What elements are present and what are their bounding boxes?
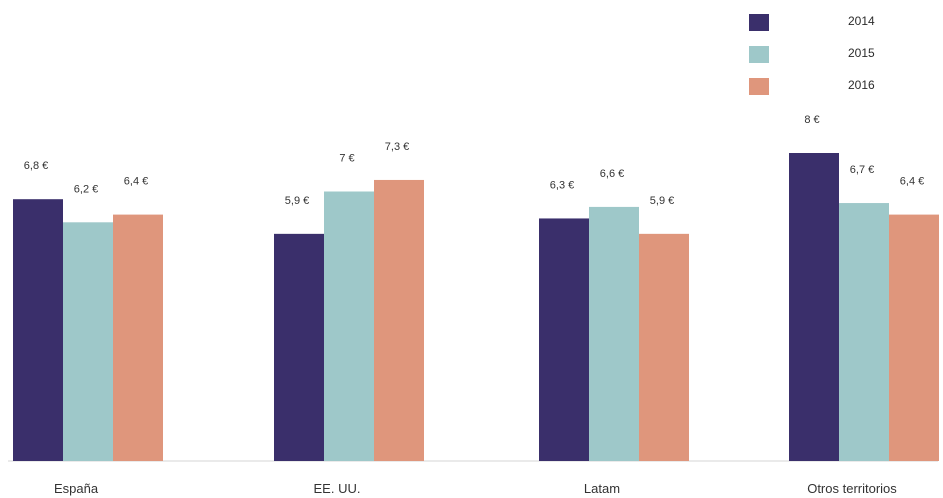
data-label-ee-uu-2014: 5,9 € (285, 195, 309, 207)
category-label-ee-uu: EE. UU. (314, 481, 361, 496)
category-label-espana: España (54, 481, 99, 496)
data-label-latam-2014: 6,3 € (550, 179, 574, 191)
bar-latam-2016 (639, 233, 689, 461)
bar-latam-2015 (589, 206, 639, 461)
bar-otros-territorios-2014 (789, 153, 839, 461)
data-label-otros-territorios-2014: 8 € (804, 114, 819, 126)
data-labels-group: 6,8 € 6,2 € 6,4 € 5,9 € 7 € 7,3 € 6,3 € 6,6 € 5,… (24, 114, 924, 207)
bar-latam-2014 (539, 218, 589, 461)
data-label-latam-2015: 6,6 € (600, 168, 624, 180)
data-label-espana-2014: 6,8 € (24, 160, 48, 172)
legend-label-2016: 2016 (848, 78, 875, 92)
category-label-latam: Latam (584, 481, 620, 496)
bar-ee-uu-2016 (374, 179, 424, 461)
data-label-ee-uu-2016: 7,3 € (385, 141, 409, 153)
legend-label-2014: 2014 (848, 14, 875, 28)
bar-otros-territorios-2016 (889, 214, 939, 461)
category-labels-group: España EE. UU. Latam Otros territorios (54, 481, 897, 496)
bar-espana-2016 (113, 214, 163, 461)
legend-swatch-2016 (749, 78, 769, 95)
legend-swatch-2015 (749, 46, 769, 63)
category-label-otros-territorios: Otros territorios (807, 481, 897, 496)
legend-swatch-2014 (749, 14, 769, 31)
bar-ee-uu-2014 (274, 233, 324, 461)
legend-label-2015: 2015 (848, 46, 875, 60)
bars-group (13, 153, 939, 462)
data-label-latam-2016: 5,9 € (650, 195, 674, 207)
data-label-ee-uu-2015: 7 € (339, 153, 354, 165)
bar-espana-2014 (13, 199, 63, 461)
data-label-otros-territorios-2016: 6,4 € (900, 176, 924, 188)
data-label-espana-2016: 6,4 € (124, 176, 148, 188)
data-label-otros-territorios-2015: 6,7 € (850, 164, 874, 176)
bar-espana-2015 (63, 222, 113, 461)
data-label-espana-2015: 6,2 € (74, 183, 98, 195)
bar-otros-territorios-2015 (839, 203, 889, 462)
bar-ee-uu-2015 (324, 191, 374, 461)
